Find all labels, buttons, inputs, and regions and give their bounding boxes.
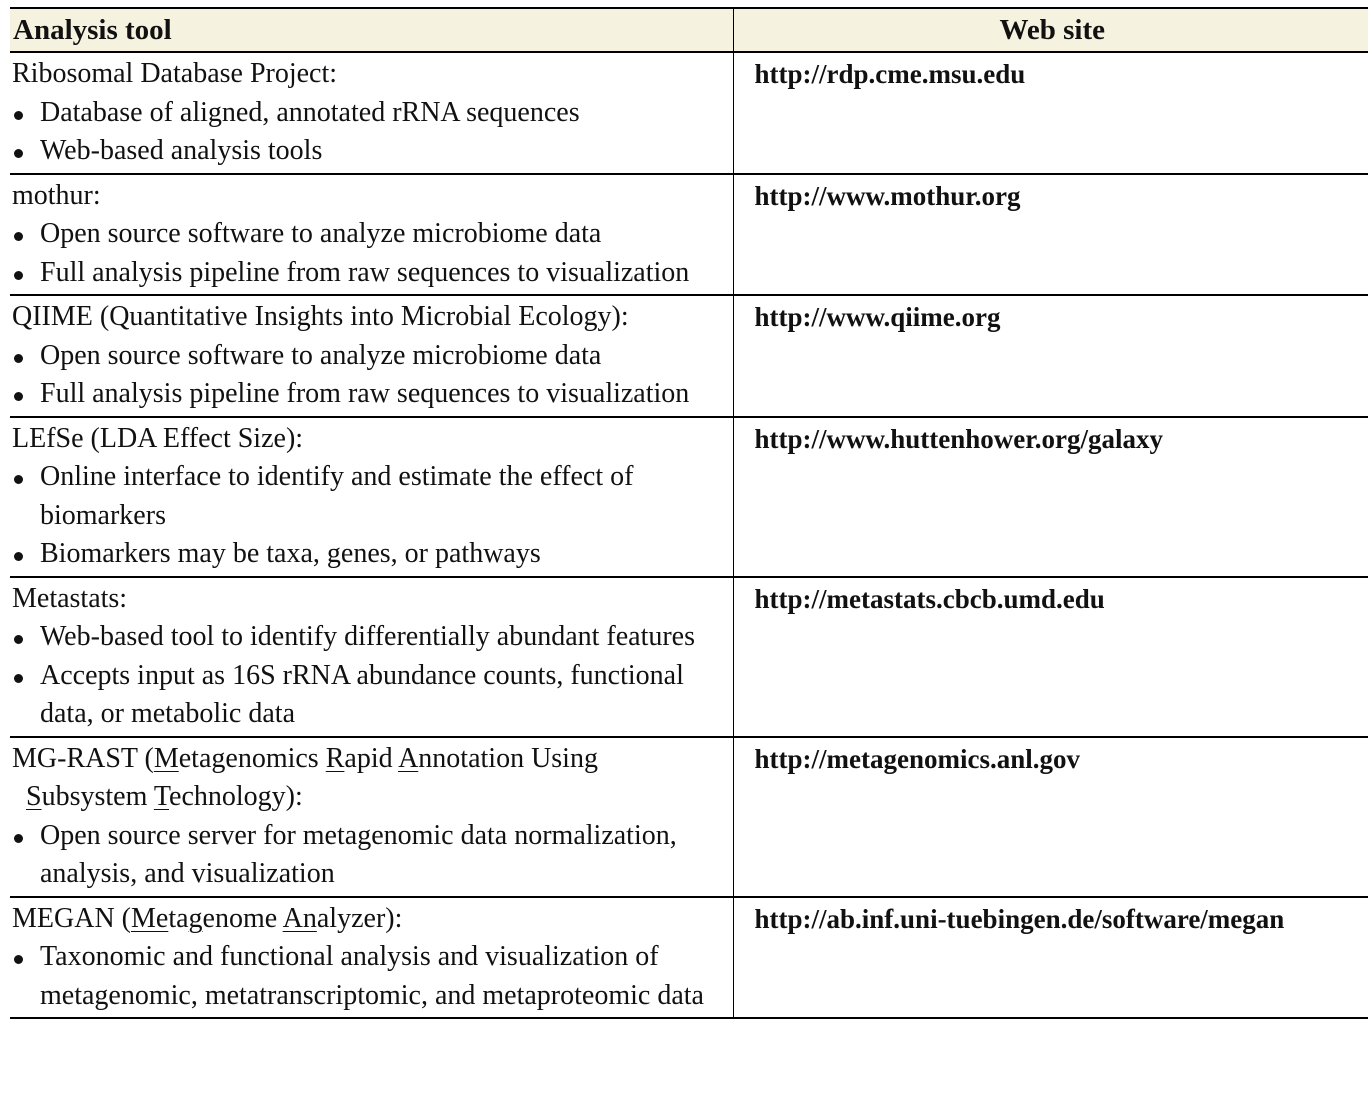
bullet-icon: [14, 270, 23, 280]
table-row: Ribosomal Database Project: Database of …: [10, 52, 1368, 175]
table-row: LEfSe (LDA Effect Size): Online interfac…: [10, 416, 1368, 578]
table-row: Metastats: Web-based tool to identify di…: [10, 576, 1368, 738]
bullet-icon: [14, 833, 23, 843]
table-row: QIIME (Quantitative Insights into Microb…: [10, 295, 1368, 418]
bullet-icon: [14, 232, 23, 241]
tool-cell: mothur: Open source software to analyze …: [10, 173, 734, 296]
list-item: Web-based tool to identify differentiall…: [12, 618, 733, 657]
bullet-icon: [14, 353, 23, 363]
tool-title: mothur:: [12, 179, 101, 211]
table-row: MEGAN (Metagenome Analyzer): Taxonomic a…: [10, 896, 1368, 1019]
analysis-tools-table: Analysis tool Web site Ribosomal Databas…: [10, 7, 1368, 1019]
list-item: Database of aligned, annotated rRNA sequ…: [12, 94, 733, 133]
list-item: Taxonomic and functional analysis and vi…: [12, 938, 733, 1015]
tool-cell: MG-RAST (Metagenomics Rapid Annotation U…: [10, 736, 734, 898]
web-site-link[interactable]: http://rdp.cme.msu.edu: [733, 52, 1368, 175]
list-item: Accepts input as 16S rRNA abundance coun…: [12, 657, 733, 734]
bullet-icon: [14, 149, 23, 158]
list-item: Open source software to analyze microbio…: [12, 215, 733, 254]
bullet-icon: [14, 392, 23, 401]
bullet-icon: [14, 673, 23, 683]
feature-list: Web-based tool to identify differentiall…: [12, 618, 733, 734]
feature-list: Open source software to analyze microbio…: [12, 215, 733, 292]
table-row: mothur: Open source software to analyze …: [10, 173, 1368, 296]
tool-title: MEGAN (Metagenome Analyzer):: [12, 902, 403, 934]
tool-title: QIIME (Quantitative Insights into Microb…: [12, 301, 629, 332]
tool-cell: Ribosomal Database Project: Database of …: [10, 52, 734, 175]
feature-list: Online interface to identify and estimat…: [12, 458, 733, 574]
feature-list: Open source server for metagenomic data …: [12, 817, 733, 894]
list-item: Biomarkers may be taxa, genes, or pathwa…: [12, 535, 733, 574]
list-item: Web-based analysis tools: [12, 132, 733, 171]
bullet-icon: [14, 475, 23, 484]
tool-cell: QIIME (Quantitative Insights into Microb…: [10, 295, 734, 418]
tool-title: MG-RAST (Metagenomics Rapid Annotation U…: [12, 742, 598, 813]
list-item: Open source software to analyze microbio…: [12, 337, 733, 376]
tool-cell: LEfSe (LDA Effect Size): Online interfac…: [10, 416, 734, 578]
header-row: Analysis tool Web site: [10, 7, 1368, 53]
tool-title: LEfSe (LDA Effect Size):: [12, 422, 304, 454]
bullet-icon: [14, 955, 23, 964]
list-item: Full analysis pipeline from raw sequence…: [12, 375, 733, 414]
tool-cell: Metastats: Web-based tool to identify di…: [10, 576, 734, 738]
tool-cell: MEGAN (Metagenome Analyzer): Taxonomic a…: [10, 896, 734, 1019]
feature-list: Taxonomic and functional analysis and vi…: [12, 938, 733, 1015]
list-item: Open source server for metagenomic data …: [12, 817, 733, 894]
bullet-icon: [14, 552, 23, 561]
table-row: MG-RAST (Metagenomics Rapid Annotation U…: [10, 736, 1368, 898]
web-site-link[interactable]: http://ab.inf.uni-tuebingen.de/software/…: [733, 896, 1368, 1019]
web-site-link[interactable]: http://metagenomics.anl.gov: [733, 736, 1368, 898]
bullet-icon: [14, 110, 23, 120]
header-web-site: Web site: [733, 7, 1368, 53]
web-site-link[interactable]: http://www.huttenhower.org/galaxy: [733, 416, 1368, 578]
tool-title: Ribosomal Database Project:: [12, 58, 338, 89]
web-site-link[interactable]: http://www.qiime.org: [733, 295, 1368, 418]
list-item: Online interface to identify and estimat…: [12, 458, 733, 535]
bullet-icon: [14, 635, 23, 644]
list-item: Full analysis pipeline from raw sequence…: [12, 254, 733, 293]
header-analysis-tool: Analysis tool: [10, 7, 734, 53]
web-site-link[interactable]: http://metastats.cbcb.umd.edu: [733, 576, 1368, 738]
feature-list: Database of aligned, annotated rRNA sequ…: [12, 94, 733, 171]
tool-title: Metastats:: [12, 582, 128, 614]
feature-list: Open source software to analyze microbio…: [12, 337, 733, 414]
web-site-link[interactable]: http://www.mothur.org: [733, 173, 1368, 296]
